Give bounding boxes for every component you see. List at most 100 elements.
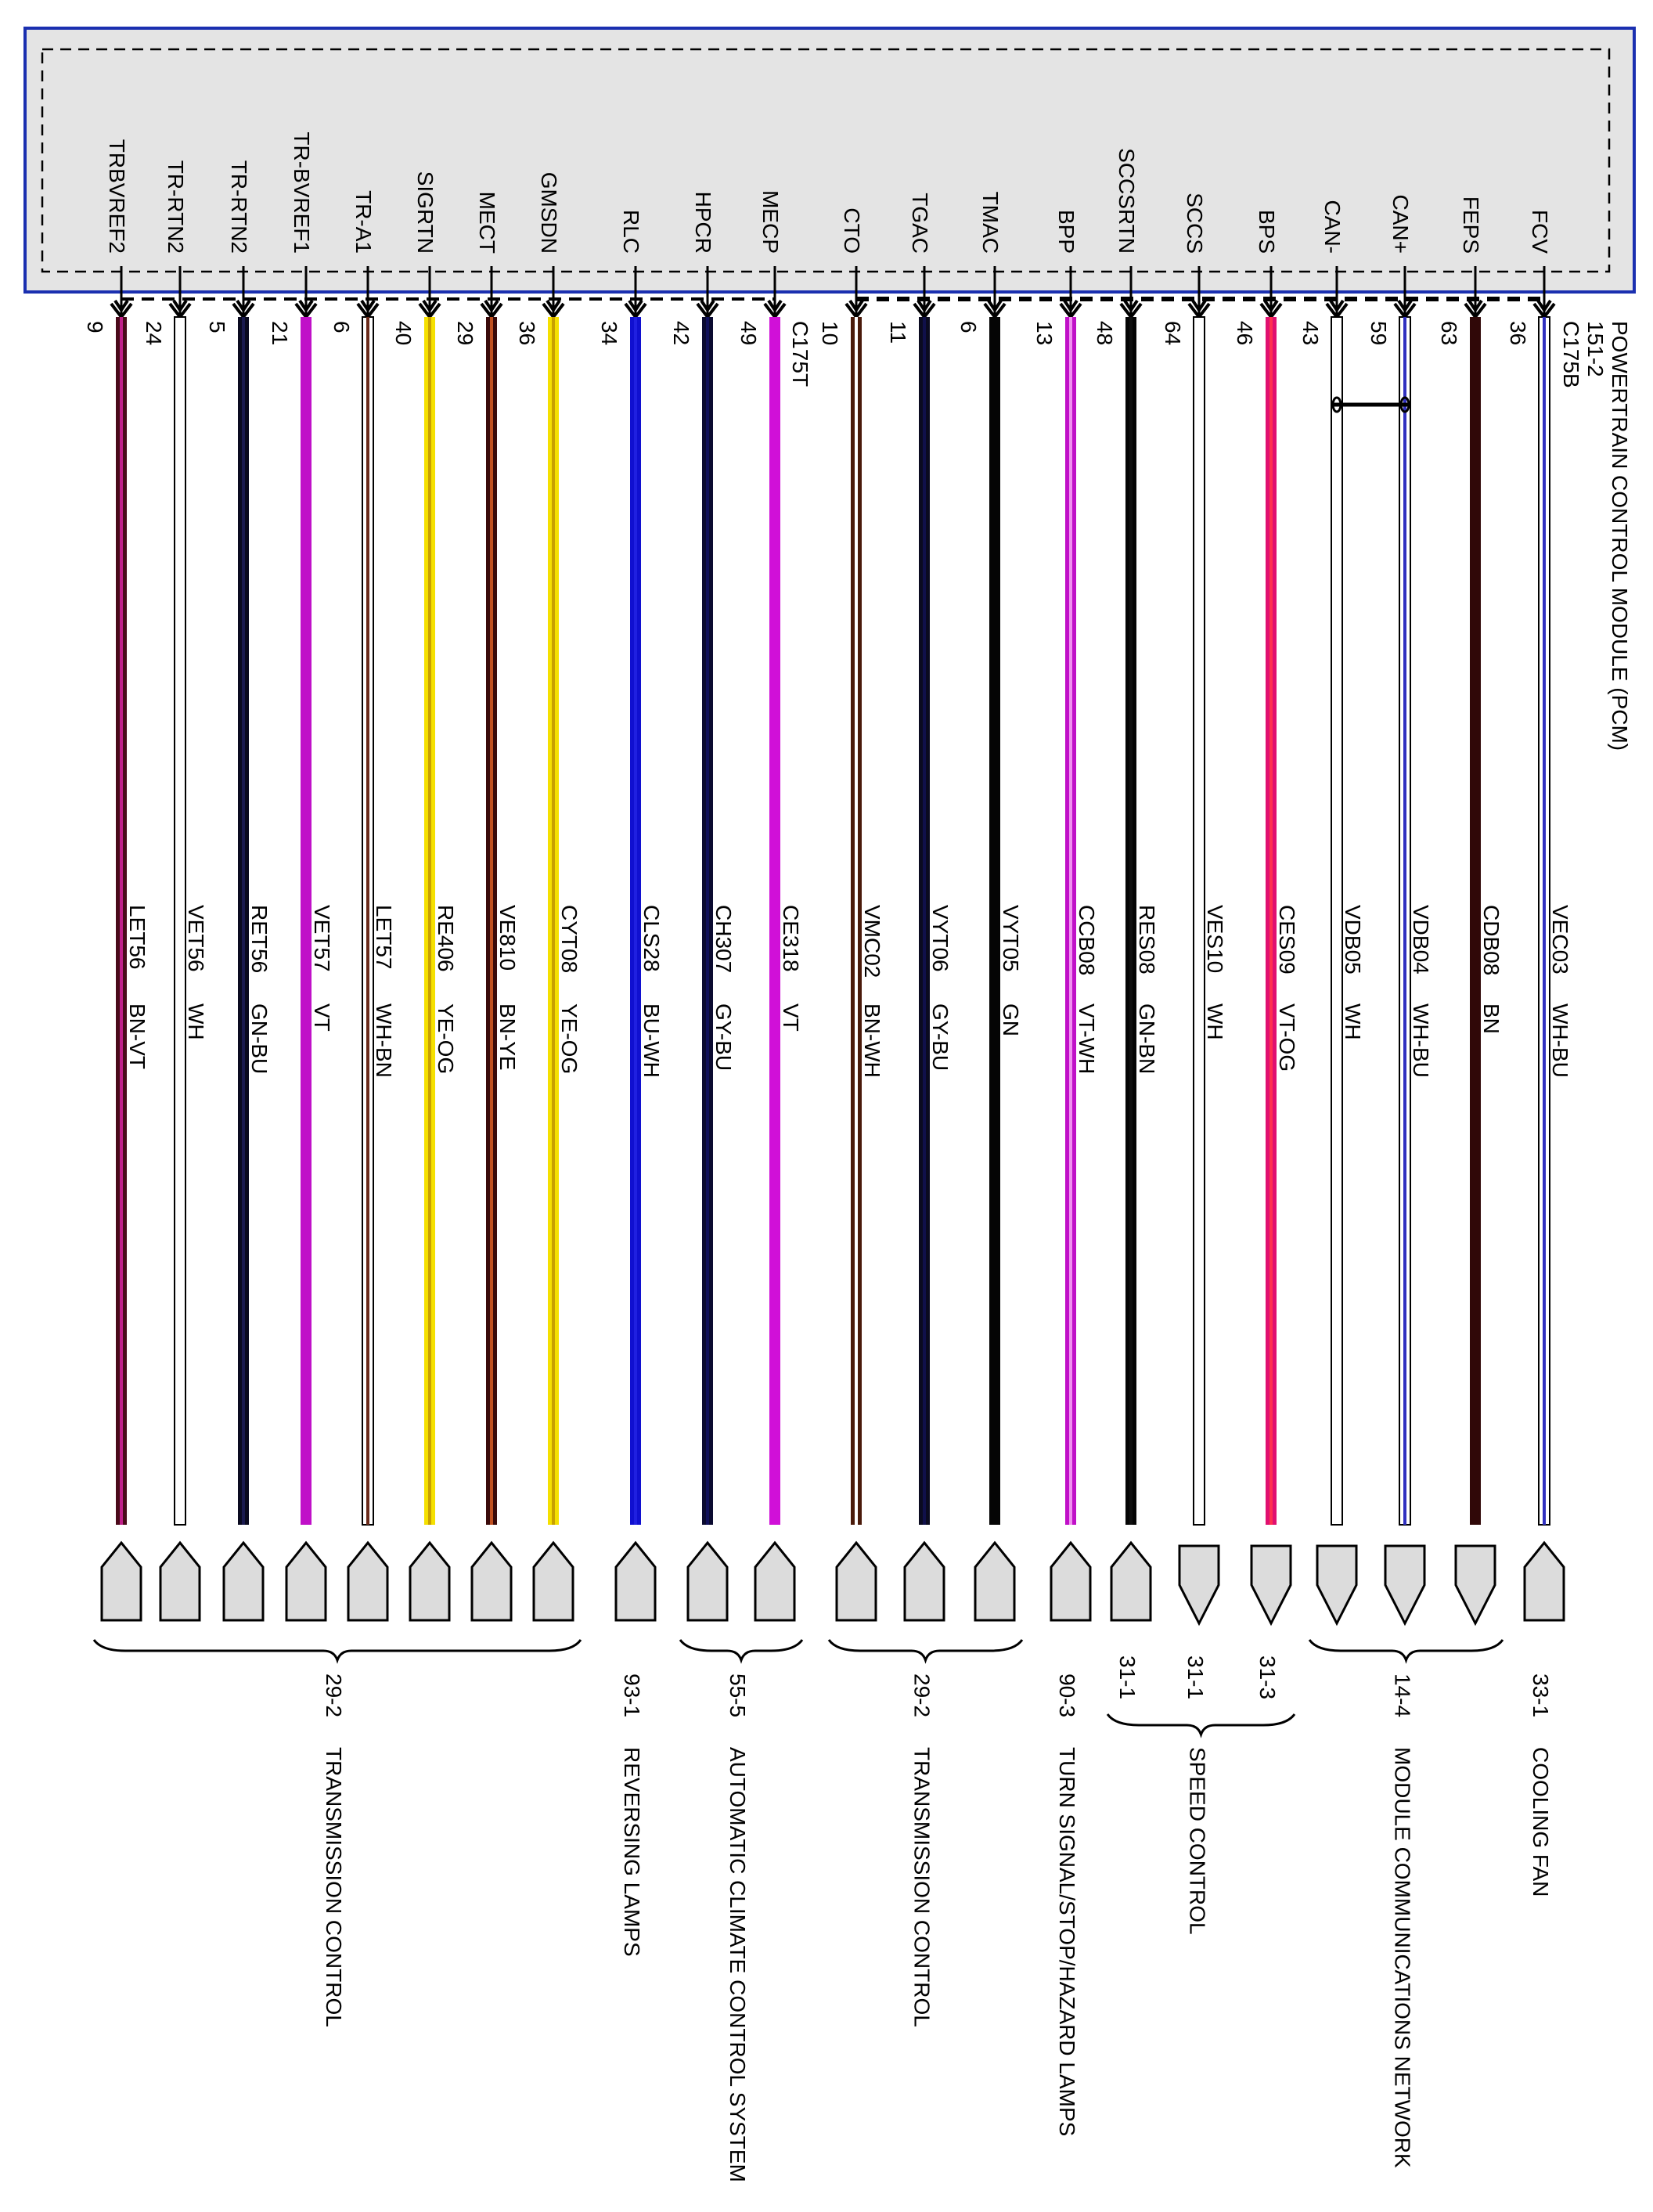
wire-stripe [1069, 317, 1072, 1525]
wire-can- [1384, 266, 1426, 1627]
destination-brace [679, 1639, 804, 1664]
destination-ref: 29-2 [322, 1673, 346, 1717]
pin-number: 46 [1233, 321, 1257, 345]
wire-stripe [366, 317, 369, 1525]
circuit-label: VE810 [495, 905, 520, 971]
wire-stripe [242, 317, 245, 1525]
connector-terminal [100, 1540, 142, 1622]
wire-stripe [490, 317, 493, 1525]
connector-c175b-label: C175B [1559, 321, 1583, 388]
pin-number: 42 [669, 321, 693, 345]
pin-name-label: FEPS [1459, 196, 1483, 254]
wire-bpp [1050, 266, 1092, 1622]
pin-name-label: TRBVREF2 [105, 139, 129, 254]
pin-number: 11 [886, 321, 910, 344]
destination-ref: 55-5 [726, 1673, 750, 1717]
pin-number: 34 [597, 321, 621, 345]
wire-stripe [706, 317, 709, 1525]
wire-hpcr [686, 266, 729, 1622]
destination-label: TURN SIGNAL/STOP/HAZARD LAMPS [1055, 1747, 1079, 2136]
connector-terminal [614, 1540, 657, 1622]
pin-name-label: FCV [1528, 210, 1552, 254]
pin-name-label: HPCR [691, 192, 715, 254]
wire-color-label: YE-OG [557, 1003, 582, 1074]
connector-terminal [686, 1540, 729, 1622]
wire-body [1331, 316, 1343, 1526]
pin-name-label: TR-BVREF1 [290, 131, 314, 254]
circuit-label: CLS28 [639, 905, 664, 972]
circuit-label: CES09 [1275, 905, 1299, 975]
wire-body [989, 317, 1000, 1525]
wire-color-label: VT-OG [1275, 1003, 1299, 1072]
pin-name-label: CAN- [1320, 200, 1345, 254]
connector-terminal [159, 1540, 201, 1622]
circuit-label: CE318 [779, 905, 803, 972]
destination-label: MODULE COMMUNICATIONS NETWORK [1391, 1747, 1415, 2168]
pin-name-label: MECT [475, 192, 499, 254]
wire-can- [1316, 266, 1358, 1627]
pin-number: 40 [391, 321, 416, 345]
circuit-label: CH307 [711, 905, 736, 973]
destination-ref: 33-1 [1529, 1673, 1553, 1717]
pin-number: 21 [268, 321, 292, 345]
pin-name-label: SCCSRTN [1115, 148, 1139, 254]
destination-label: SPEED CONTROL [1186, 1747, 1210, 1935]
pin-number: 10 [818, 321, 842, 345]
connector-terminal [1110, 1540, 1152, 1622]
wire-body [174, 316, 186, 1526]
connector-terminal [285, 1540, 327, 1622]
pin-number: 63 [1437, 321, 1461, 345]
pin-name-label: SIGRTN [413, 171, 438, 254]
wire-color-label: GY-BU [711, 1003, 736, 1071]
circuit-label: VET57 [310, 905, 334, 972]
wire-tr-a1 [347, 266, 389, 1622]
wire-color-label: VT-WH [1075, 1003, 1099, 1074]
pin-name-label: RLC [619, 210, 643, 254]
pin-number: 9 [83, 321, 107, 333]
wire-bps [1250, 266, 1292, 1627]
wire-cto [835, 266, 877, 1622]
pin-number: 64 [1161, 321, 1185, 345]
destination-ref: 93-1 [620, 1673, 644, 1717]
wire-tr-rtn2 [222, 266, 265, 1622]
wire-color-label: GY-BU [928, 1003, 953, 1071]
connector-terminal [754, 1540, 796, 1622]
wire-gmsdn [532, 266, 574, 1622]
wire-stripe [1129, 317, 1133, 1525]
destination-ref: 90-3 [1055, 1673, 1079, 1717]
circuit-label: CDB08 [1479, 905, 1504, 975]
connector-terminal [1384, 1544, 1426, 1627]
pin-number: 6 [956, 321, 981, 333]
wire-stripe [923, 317, 926, 1525]
destination-ref: 29-2 [910, 1673, 935, 1717]
connector-terminal [1250, 1544, 1292, 1627]
circuit-label: RE406 [434, 905, 458, 972]
wire-color-label: BN-VT [125, 1003, 149, 1069]
circuit-label: CYT08 [557, 905, 582, 973]
destination-brace [1106, 1713, 1296, 1738]
pin-number: 36 [1506, 321, 1530, 345]
destination-ref: 31-1 [1183, 1655, 1208, 1699]
pin-number: 48 [1093, 321, 1117, 345]
wire-sccs [1178, 266, 1220, 1627]
pin-name-label: SCCS [1183, 193, 1207, 254]
wire-tmac [974, 266, 1016, 1622]
twisted-pair-end [1331, 396, 1342, 413]
wire-color-label: VT [779, 1003, 803, 1032]
connector-terminal [1050, 1540, 1092, 1622]
wire-stripe [552, 317, 555, 1525]
destination-label: REVERSING LAMPS [620, 1747, 644, 1957]
pcm-module-box [23, 27, 1636, 294]
connector-terminal [1454, 1544, 1496, 1627]
wire-mect [470, 266, 513, 1622]
circuit-label: VMC02 [860, 905, 884, 978]
wire-body [301, 317, 312, 1525]
connector-terminal [1178, 1544, 1220, 1627]
pin-number: 43 [1298, 321, 1323, 345]
pin-name-label: TR-A1 [351, 190, 376, 254]
circuit-label: CCB08 [1075, 905, 1099, 975]
wire-color-label: BN-WH [860, 1003, 884, 1078]
wire-trbvref2 [100, 266, 142, 1622]
pin-name-label: MECP [758, 190, 783, 254]
wire-mecp [754, 266, 796, 1622]
